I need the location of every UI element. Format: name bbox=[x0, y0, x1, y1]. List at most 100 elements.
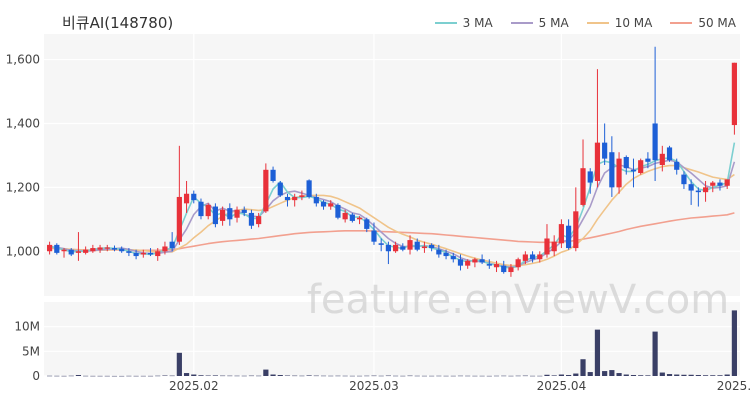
candle bbox=[328, 200, 334, 210]
candle bbox=[652, 46, 658, 181]
volume-bar bbox=[90, 375, 96, 377]
candle bbox=[414, 238, 420, 252]
candle bbox=[429, 243, 435, 252]
candle-body bbox=[335, 204, 341, 218]
volume-bar bbox=[306, 375, 312, 376]
candle-body bbox=[609, 152, 615, 188]
candle-body bbox=[169, 241, 175, 249]
x-tick-label: 2025.03 bbox=[349, 379, 399, 393]
candle bbox=[248, 209, 255, 229]
candle bbox=[270, 166, 276, 183]
chart-title: 비큐AI(148780) bbox=[62, 14, 174, 32]
volume-bar bbox=[443, 375, 449, 377]
price-tick-label: 1,000 bbox=[6, 244, 40, 258]
volume-bar bbox=[356, 375, 363, 377]
volume-bar bbox=[645, 375, 651, 376]
candle-body bbox=[61, 249, 67, 252]
volume-bar bbox=[169, 375, 175, 377]
candle-body bbox=[421, 246, 428, 249]
volume-bar bbox=[695, 375, 701, 376]
candle bbox=[393, 241, 399, 253]
legend-item-ma10: 10 MA bbox=[586, 16, 652, 30]
legend-swatch-ma5 bbox=[510, 22, 533, 24]
candle-body bbox=[328, 203, 334, 207]
candle-body bbox=[284, 196, 291, 201]
candle-body bbox=[104, 247, 110, 249]
volume-bar bbox=[385, 375, 391, 377]
volume-bar bbox=[97, 375, 103, 377]
candle bbox=[623, 155, 629, 175]
candle-body bbox=[400, 246, 406, 250]
candle bbox=[630, 158, 637, 188]
volume-bar bbox=[371, 375, 377, 377]
volume-bar bbox=[493, 375, 500, 377]
volume-tick-label: 10M bbox=[14, 320, 40, 334]
volume-bar bbox=[450, 375, 456, 377]
candle bbox=[436, 244, 442, 258]
volume-bar bbox=[566, 375, 572, 376]
legend-swatch-ma3 bbox=[434, 22, 457, 24]
candle bbox=[313, 193, 319, 207]
candle-body bbox=[68, 249, 74, 255]
volume-bar bbox=[234, 375, 240, 377]
volume-bar bbox=[227, 375, 233, 377]
candle-body bbox=[645, 158, 651, 162]
candle-body bbox=[176, 196, 182, 242]
candle-body bbox=[270, 169, 276, 181]
volume-bar bbox=[54, 375, 60, 377]
volume-bar bbox=[47, 375, 53, 377]
candle-body bbox=[126, 251, 132, 253]
candle bbox=[220, 206, 226, 226]
candle bbox=[111, 245, 118, 252]
volume-bar bbox=[342, 375, 348, 377]
candle bbox=[688, 179, 694, 205]
volume-bar bbox=[407, 375, 413, 377]
candle bbox=[306, 179, 312, 199]
candle-body bbox=[681, 174, 687, 185]
candle-body bbox=[486, 264, 492, 266]
candle bbox=[75, 232, 82, 261]
volume-bar bbox=[429, 375, 435, 377]
candle-body bbox=[256, 216, 262, 225]
candle bbox=[566, 219, 572, 250]
volume-bar bbox=[320, 375, 327, 377]
candle-body bbox=[558, 224, 564, 244]
candle-body bbox=[429, 244, 435, 249]
volume-bar bbox=[205, 375, 211, 377]
volume-bar bbox=[241, 375, 247, 377]
volume-bar bbox=[457, 375, 464, 377]
volume-bar bbox=[529, 375, 536, 377]
volume-bar bbox=[183, 373, 190, 376]
candle bbox=[695, 187, 701, 207]
candle-body bbox=[443, 252, 449, 257]
candle-body bbox=[537, 254, 543, 260]
volume-bar bbox=[198, 375, 204, 376]
candle-body bbox=[702, 187, 709, 193]
candle-body bbox=[666, 147, 673, 161]
candles bbox=[47, 46, 737, 277]
volume-bar bbox=[299, 375, 305, 377]
candle-body bbox=[320, 201, 327, 207]
candle bbox=[205, 203, 211, 220]
candle bbox=[486, 259, 492, 269]
candle bbox=[356, 216, 363, 225]
candle-body bbox=[83, 249, 89, 253]
candle bbox=[616, 152, 622, 194]
volume-bar bbox=[378, 375, 384, 377]
volume-bar bbox=[400, 375, 406, 377]
volume-bar bbox=[328, 375, 334, 377]
candle bbox=[47, 241, 53, 255]
candle-body bbox=[241, 209, 247, 213]
candle-body bbox=[652, 123, 658, 161]
candle-body bbox=[140, 252, 146, 255]
candle bbox=[457, 254, 464, 271]
candle-body bbox=[602, 142, 608, 159]
candle-body bbox=[133, 252, 139, 257]
candle bbox=[587, 168, 593, 194]
candle-body bbox=[695, 190, 701, 193]
x-tick-label: 2025.04 bbox=[537, 379, 587, 393]
candle bbox=[227, 203, 233, 226]
candle-body bbox=[162, 246, 168, 252]
candle bbox=[284, 193, 291, 207]
